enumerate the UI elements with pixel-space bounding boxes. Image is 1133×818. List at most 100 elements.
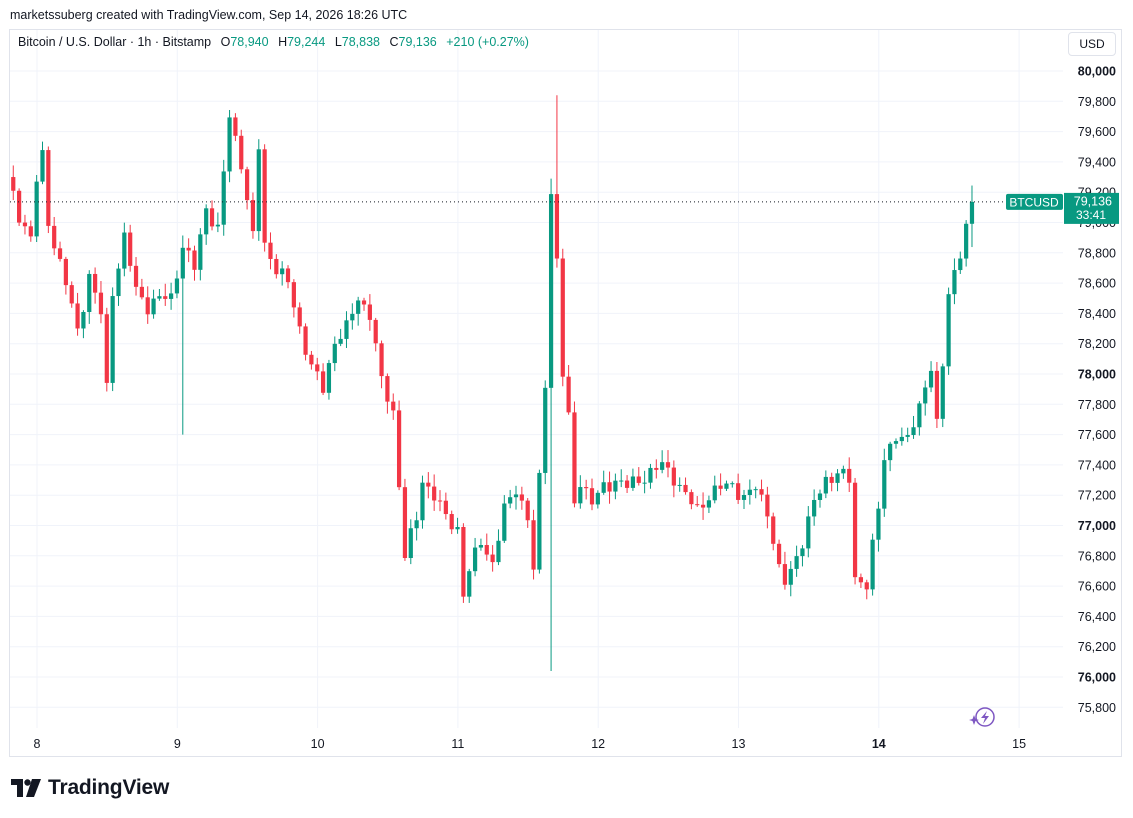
- candle-body: [367, 304, 372, 320]
- candle-body: [806, 516, 811, 549]
- candle-body: [952, 270, 957, 295]
- candle-body: [724, 483, 729, 489]
- candle-body: [34, 181, 39, 237]
- candle-body: [315, 364, 320, 372]
- candle-body: [402, 487, 408, 559]
- candle-body: [689, 492, 694, 505]
- x-tick-label: 13: [732, 737, 746, 751]
- candle-body: [110, 296, 115, 383]
- candle-body: [753, 489, 758, 491]
- candle-body: [391, 401, 396, 411]
- y-tick-label: 77,200: [1078, 489, 1116, 503]
- candle-body: [250, 200, 256, 232]
- candle-body: [677, 484, 682, 486]
- candle-body: [204, 208, 209, 235]
- candle-body: [69, 285, 74, 304]
- candle-body: [911, 427, 916, 436]
- candle-body: [192, 250, 197, 270]
- candle-body: [484, 545, 489, 555]
- candle-body: [765, 494, 770, 517]
- y-tick-label: 79,600: [1078, 125, 1116, 139]
- candle-body: [543, 387, 548, 473]
- tradingview-logo-icon: [11, 779, 41, 797]
- candle-body: [449, 514, 454, 530]
- candle-body: [233, 117, 238, 136]
- candle-body: [665, 462, 671, 468]
- candle-body: [572, 412, 577, 504]
- candle-body: [601, 482, 606, 493]
- lightning-icon[interactable]: [969, 707, 995, 727]
- currency-button[interactable]: USD: [1068, 32, 1116, 56]
- lightning-icon-bolt: [981, 711, 989, 724]
- y-tick-label: 77,800: [1078, 398, 1116, 412]
- candle-body: [870, 539, 875, 590]
- y-tick-label: 76,800: [1078, 549, 1116, 563]
- candle-body: [502, 503, 507, 541]
- candle-body: [595, 492, 600, 505]
- candle-body: [168, 293, 174, 299]
- candle-body: [712, 485, 717, 501]
- candle-body: [829, 476, 834, 483]
- x-tick-label: 10: [311, 737, 325, 751]
- y-tick-label: 75,800: [1078, 701, 1116, 715]
- candle-body: [133, 265, 139, 287]
- candle-body: [958, 258, 963, 271]
- candle-body: [17, 190, 22, 223]
- symbol-title: Bitcoin / U.S. Dollar · 1h · Bitstamp: [18, 35, 212, 49]
- candle-body: [893, 441, 899, 444]
- low-label: L: [334, 35, 342, 49]
- candle-body: [309, 354, 314, 365]
- chart-credit: marketssuberg created with TradingView.c…: [10, 8, 408, 22]
- candle-body: [227, 117, 232, 172]
- y-tick-label: 79,800: [1078, 95, 1116, 109]
- candle-body: [215, 224, 220, 227]
- candle-body: [496, 540, 501, 563]
- candle-body: [607, 482, 612, 492]
- y-tick-label: 78,200: [1078, 337, 1116, 351]
- candle-body: [268, 242, 273, 259]
- candle-body: [940, 366, 945, 419]
- ticker-tag-bg: [1006, 193, 1063, 210]
- candle-body: [350, 313, 355, 321]
- candle-body: [28, 226, 33, 237]
- candle-body: [882, 460, 887, 509]
- y-tick-label: 80,000: [1078, 65, 1116, 79]
- candle-body: [373, 319, 378, 344]
- x-tick-label: 11: [451, 737, 464, 751]
- low-value: 78,838: [341, 35, 380, 49]
- tradingview-logo-text: TradingView: [48, 776, 170, 799]
- candle-body: [630, 476, 636, 488]
- candle-body: [174, 278, 180, 294]
- y-tick-label: 76,600: [1078, 580, 1116, 594]
- candle-body: [432, 486, 437, 501]
- candle-body: [291, 282, 296, 308]
- candle-body: [11, 177, 16, 191]
- candle-body: [671, 467, 676, 486]
- candle-body: [145, 297, 150, 315]
- x-tick-label: 8: [34, 737, 41, 751]
- candle-body: [946, 294, 951, 367]
- tradingview-logo[interactable]: TradingView: [11, 776, 169, 800]
- candle-body: [566, 376, 571, 413]
- candle-body: [87, 273, 92, 313]
- candle-body: [934, 370, 940, 419]
- candle-body: [578, 487, 583, 504]
- candle-body: [239, 135, 244, 170]
- y-tick-label: 79,400: [1078, 155, 1116, 169]
- close-value: 79,136: [398, 35, 437, 49]
- candle-body: [759, 489, 764, 495]
- candle-body: [198, 234, 203, 270]
- candle-body: [513, 494, 519, 498]
- candle-body: [262, 149, 267, 243]
- x-tick-label: 15: [1012, 737, 1026, 751]
- candle-body: [256, 149, 261, 232]
- candle-body: [180, 247, 185, 279]
- candle-body: [537, 472, 542, 570]
- candle-body: [800, 548, 805, 557]
- candle-body: [379, 343, 384, 377]
- candle-body: [695, 504, 700, 506]
- candle-body: [163, 296, 168, 299]
- candle-body: [490, 554, 495, 563]
- candle-body: [116, 268, 121, 297]
